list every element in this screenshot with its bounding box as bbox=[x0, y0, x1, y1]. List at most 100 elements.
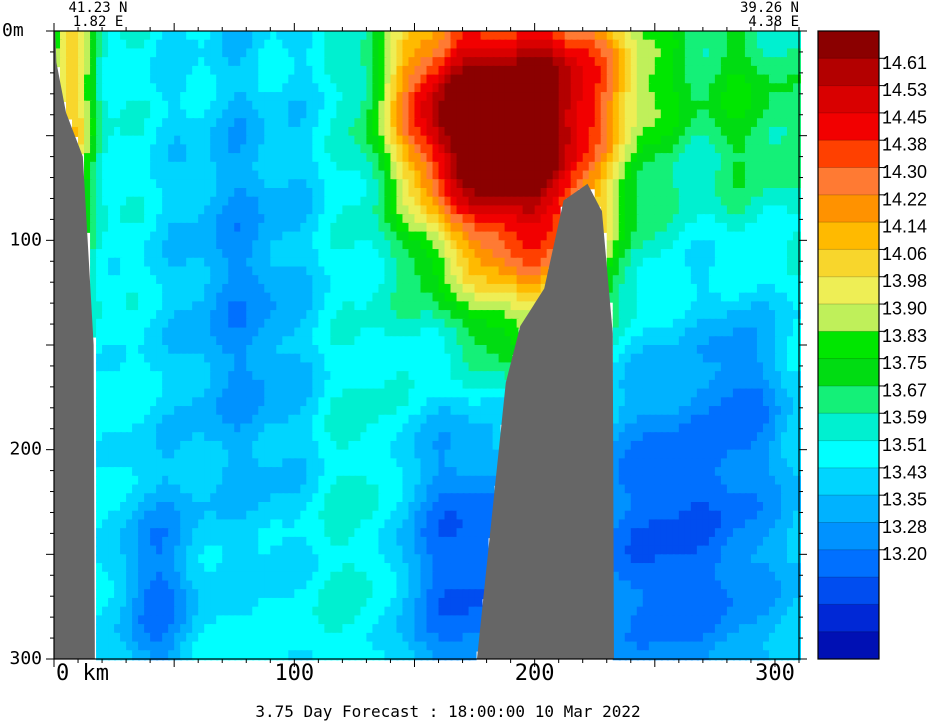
heatmap-cell bbox=[744, 275, 753, 286]
heatmap-cell bbox=[180, 345, 189, 355]
heatmap-cell bbox=[732, 353, 741, 364]
heatmap-cell bbox=[738, 170, 747, 181]
heatmap-cell bbox=[654, 65, 663, 76]
heatmap-cell bbox=[672, 292, 681, 303]
heatmap-cell bbox=[450, 31, 459, 41]
heatmap-cell bbox=[132, 92, 141, 103]
heatmap-cell bbox=[546, 126, 555, 137]
heatmap-cell bbox=[294, 362, 303, 373]
heatmap-cell bbox=[480, 222, 489, 233]
heatmap-cell bbox=[462, 118, 471, 129]
heatmap-cell bbox=[708, 240, 717, 251]
heatmap-cell bbox=[282, 257, 291, 268]
heatmap-cell bbox=[156, 336, 165, 347]
heatmap-cell bbox=[396, 318, 405, 329]
heatmap-cell bbox=[246, 92, 255, 103]
heatmap-cell bbox=[714, 283, 723, 294]
heatmap-cell bbox=[426, 371, 435, 382]
heatmap-cell bbox=[270, 353, 279, 364]
heatmap-cell bbox=[612, 318, 621, 329]
heatmap-cell bbox=[738, 379, 747, 390]
heatmap-cell bbox=[396, 205, 405, 216]
heatmap-cell bbox=[234, 318, 243, 329]
heatmap-cell bbox=[366, 379, 375, 390]
heatmap-cell bbox=[138, 257, 147, 268]
heatmap-cell bbox=[288, 275, 297, 286]
heatmap-cell bbox=[744, 388, 753, 399]
heatmap-cell bbox=[222, 92, 231, 103]
heatmap-cell bbox=[714, 214, 723, 225]
heatmap-cell bbox=[282, 214, 291, 225]
heatmap-cell bbox=[534, 283, 543, 294]
heatmap-cell bbox=[492, 301, 501, 312]
heatmap-cell bbox=[96, 327, 105, 338]
heatmap-cell bbox=[96, 379, 105, 390]
heatmap-cell bbox=[750, 345, 759, 355]
heatmap-cell bbox=[684, 327, 693, 338]
heatmap-cell bbox=[474, 292, 483, 303]
heatmap-cell bbox=[54, 57, 62, 68]
heatmap-cell bbox=[642, 388, 651, 399]
heatmap-cell bbox=[336, 406, 345, 417]
heatmap-cell bbox=[258, 353, 267, 364]
heatmap-cell bbox=[450, 126, 459, 137]
heatmap-cell bbox=[234, 249, 243, 260]
heatmap-cell bbox=[618, 31, 627, 41]
heatmap-cell bbox=[258, 249, 267, 260]
heatmap-cell bbox=[180, 74, 189, 85]
heatmap-cell bbox=[780, 388, 789, 399]
heatmap-cell bbox=[642, 222, 651, 233]
heatmap-cell bbox=[672, 240, 681, 251]
heatmap-cell bbox=[684, 74, 693, 85]
heatmap-cell bbox=[330, 371, 339, 382]
heatmap-cell bbox=[438, 205, 447, 216]
heatmap-cell bbox=[708, 371, 717, 382]
heatmap-cell bbox=[180, 170, 189, 181]
heatmap-cell bbox=[474, 196, 483, 207]
heatmap-cell bbox=[528, 92, 537, 103]
heatmap-cell bbox=[330, 292, 339, 303]
heatmap-cell bbox=[396, 126, 405, 137]
heatmap-cell bbox=[540, 161, 549, 172]
heatmap-cell bbox=[444, 109, 453, 120]
heatmap-cell bbox=[360, 214, 369, 225]
heatmap-cell bbox=[510, 92, 519, 103]
heatmap-cell bbox=[330, 214, 339, 225]
heatmap-cell bbox=[258, 179, 267, 190]
heatmap-cell bbox=[426, 205, 435, 216]
heatmap-cell bbox=[630, 327, 639, 338]
heatmap-cell bbox=[60, 39, 69, 50]
heatmap-cell bbox=[186, 275, 195, 286]
heatmap-cell bbox=[786, 179, 795, 190]
heatmap-cell bbox=[486, 397, 495, 408]
heatmap-cell bbox=[330, 170, 339, 181]
heatmap-cell bbox=[756, 371, 765, 382]
heatmap-cell bbox=[132, 266, 141, 277]
heatmap-cell bbox=[324, 205, 333, 216]
heatmap-cell bbox=[672, 170, 681, 181]
heatmap-cell bbox=[696, 345, 705, 355]
heatmap-cell bbox=[246, 144, 255, 155]
heatmap-cell bbox=[396, 301, 405, 312]
heatmap-cell bbox=[624, 406, 633, 417]
heatmap-cell bbox=[792, 257, 801, 268]
heatmap-cell bbox=[594, 39, 603, 50]
heatmap-cell bbox=[228, 126, 237, 137]
heatmap-cell bbox=[318, 318, 327, 329]
heatmap-cell bbox=[276, 214, 285, 225]
heatmap-cell bbox=[678, 118, 687, 129]
heatmap-cell bbox=[738, 371, 747, 382]
heatmap-cell bbox=[414, 126, 423, 137]
heatmap-cell bbox=[732, 397, 741, 408]
heatmap-cell bbox=[774, 362, 783, 373]
heatmap-cell bbox=[222, 179, 231, 190]
heatmap-cell bbox=[702, 92, 711, 103]
heatmap-cell bbox=[750, 31, 759, 41]
heatmap-cell bbox=[558, 135, 567, 146]
heatmap-cell bbox=[252, 283, 261, 294]
heatmap-cell bbox=[720, 379, 729, 390]
heatmap-cell bbox=[198, 126, 207, 137]
heatmap-cell bbox=[282, 135, 291, 146]
heatmap-cell bbox=[600, 179, 609, 190]
heatmap-cell bbox=[684, 118, 693, 129]
